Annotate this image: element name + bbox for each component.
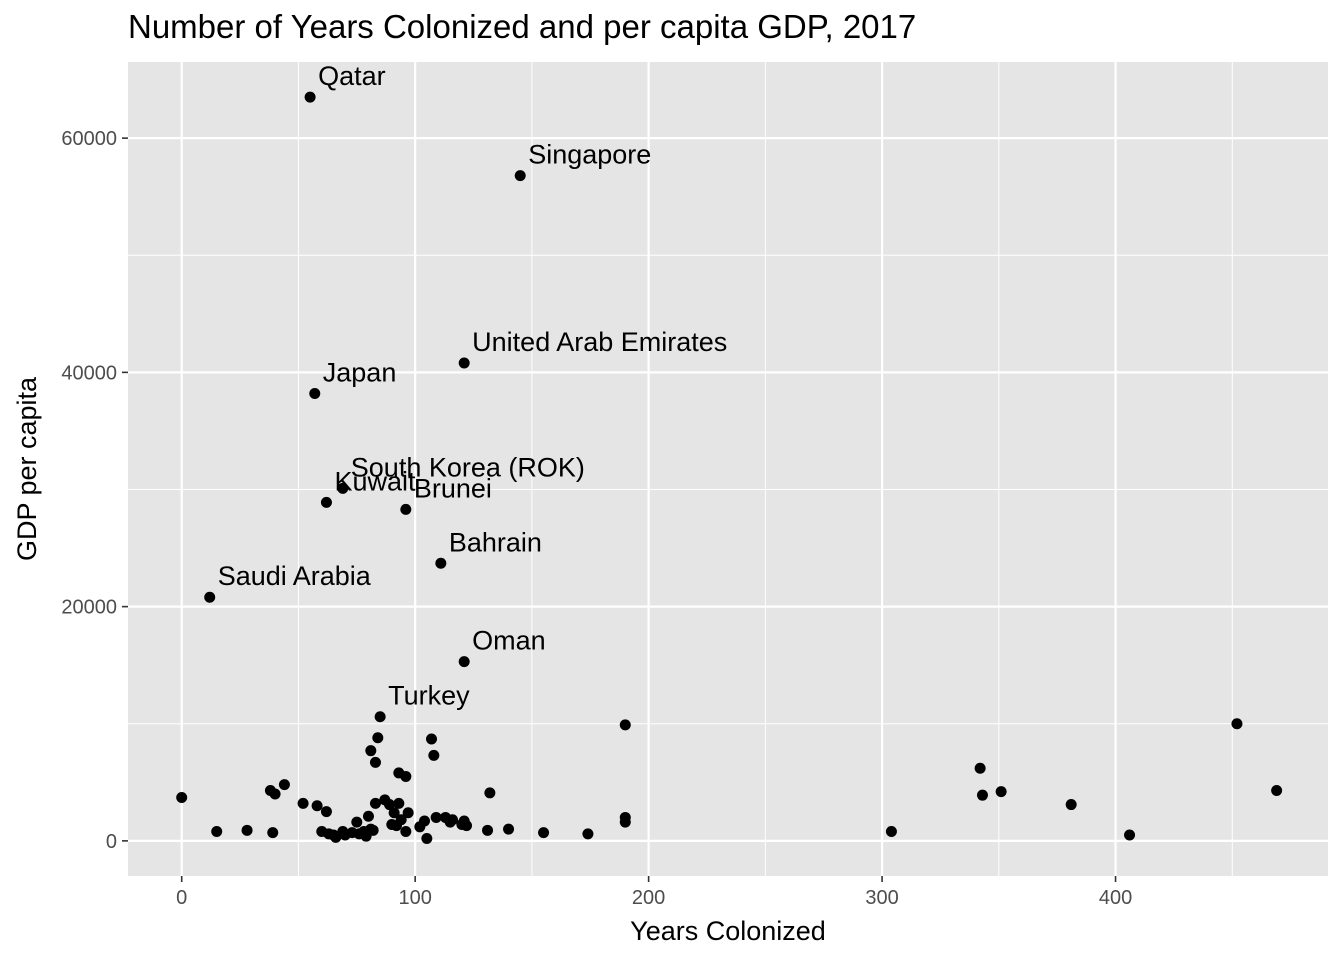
x-tick-label: 200 [632,887,665,909]
data-point [241,824,253,836]
data-point [297,797,309,809]
point-labels: Qatar Singapore United Arab Emirates Japan S… [218,61,728,711]
labeled-data-point [458,656,470,668]
point-label: Japan [323,357,397,387]
data-point [1271,785,1283,797]
point-label: South Korea (ROK) [351,452,585,482]
labeled-data-point [309,387,321,399]
data-point [447,814,459,826]
x-tick-label: 400 [1099,887,1132,909]
point-label: Oman [472,626,546,656]
data-point [1231,718,1243,730]
labeled-data-point [304,91,316,103]
point-label: Kuwait [334,466,416,496]
axis-ticks: 0 100 200 300 400 0 20000 40000 60000 [61,128,1132,909]
y-tick-label: 40000 [61,362,117,384]
point-label: Brunei [414,473,492,503]
plot-panel [128,62,1328,876]
data-point [995,786,1007,798]
labeled-data-point [337,482,349,494]
data-point [426,733,438,745]
point-label: Singapore [528,140,651,170]
data-point [176,792,188,804]
x-axis-title: Years Colonized [630,916,826,946]
point-label: Turkey [388,681,470,711]
data-point [430,811,442,823]
data-point [1065,799,1077,811]
data-point [320,806,332,818]
y-axis-title: GDP per capita [12,376,42,561]
data-point [976,789,988,801]
data-point [369,756,381,768]
y-tick-label: 60000 [61,128,117,150]
data-point [974,762,986,774]
data-point [421,833,433,845]
labeled-data-point [514,170,526,182]
y-tick-label: 0 [106,831,117,853]
data-point [482,824,494,836]
data-point [267,827,279,839]
grid-major-lines [128,62,1328,876]
point-label: Qatar [318,61,386,91]
data-point [885,825,897,837]
data-points [176,91,1283,845]
data-point [362,810,374,822]
data-point [418,815,430,827]
data-point [402,807,414,819]
labeled-data-point [320,496,332,508]
data-point [388,807,400,819]
x-tick-label: 300 [865,887,898,909]
point-label: United Arab Emirates [472,327,727,357]
data-point [393,797,405,809]
data-point [461,820,473,832]
data-point [365,745,377,757]
data-point [503,823,515,835]
point-label: Saudi Arabia [218,561,372,591]
data-point [372,732,384,744]
data-point [269,788,281,800]
data-point [619,719,631,731]
labeled-data-point [458,357,470,369]
data-point [351,816,363,828]
x-tick-label: 0 [176,887,187,909]
grid-minor-lines [128,62,1328,876]
data-point [369,797,381,809]
labeled-data-point [204,591,216,603]
data-point [484,787,496,799]
data-point [211,825,223,837]
x-tick-label: 100 [398,887,431,909]
y-tick-label: 20000 [61,597,117,619]
data-point [400,825,412,837]
data-point [538,827,550,839]
data-point [1124,829,1136,841]
data-point [428,749,440,761]
data-point [367,824,379,836]
point-label: Bahrain [449,527,542,557]
data-point [400,770,412,782]
data-point [278,779,290,791]
data-point [311,800,323,812]
labeled-data-point [400,503,412,515]
labeled-data-point [435,557,447,569]
data-point [395,814,407,826]
data-point [383,799,395,811]
chart-title: Number of Years Colonized and per capita… [128,8,917,45]
data-point [619,816,631,828]
data-point [582,828,594,840]
labeled-data-point [374,711,386,723]
